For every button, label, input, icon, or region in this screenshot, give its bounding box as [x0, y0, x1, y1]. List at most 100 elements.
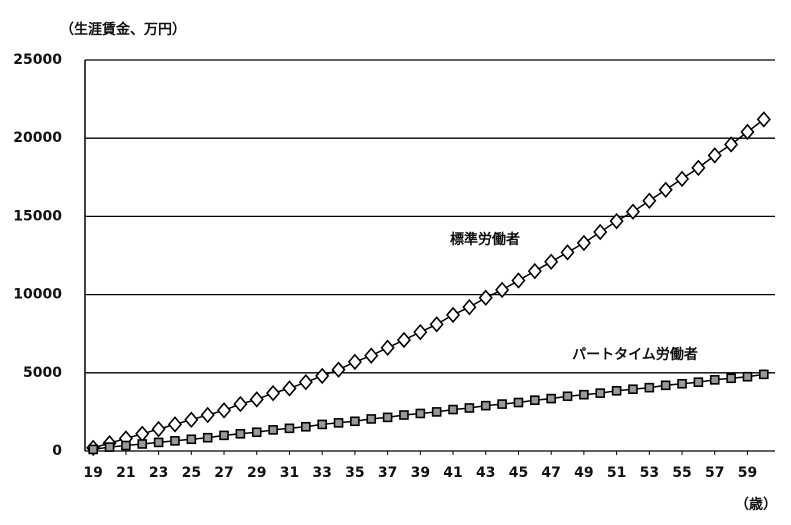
marker: [546, 393, 556, 404]
x-tick-label: 31: [280, 465, 299, 481]
marker: [186, 434, 197, 445]
marker: [544, 253, 559, 270]
marker: [726, 373, 736, 384]
x-tick-label: 51: [607, 465, 626, 481]
marker: [677, 378, 687, 389]
marker: [576, 234, 591, 252]
marker: [480, 400, 491, 411]
marker: [742, 371, 753, 382]
marker: [560, 244, 575, 261]
marker: [202, 432, 213, 443]
marker: [445, 306, 461, 324]
marker: [628, 384, 638, 395]
marker: [301, 421, 311, 432]
marker: [527, 262, 542, 280]
marker: [709, 375, 720, 385]
marker: [511, 272, 526, 289]
marker: [137, 439, 148, 449]
marker: [462, 298, 477, 316]
marker: [200, 406, 215, 424]
marker: [153, 437, 164, 448]
marker: [216, 402, 232, 419]
marker: [366, 414, 377, 424]
marker: [399, 410, 409, 420]
x-tick-label: 25: [182, 465, 201, 481]
marker: [233, 395, 248, 413]
x-tick-label: 59: [738, 465, 757, 481]
marker: [562, 391, 573, 402]
marker: [167, 416, 183, 433]
series-label: パートタイム労働者: [572, 346, 698, 363]
x-tick-label: 27: [214, 465, 233, 481]
marker: [382, 412, 393, 423]
marker: [88, 444, 98, 455]
x-tick-label: 21: [116, 465, 135, 481]
marker: [317, 419, 327, 430]
x-tick-label: 39: [411, 465, 430, 481]
x-axis-label: （歳）: [735, 496, 777, 513]
marker: [691, 159, 706, 177]
marker: [707, 147, 722, 164]
marker: [448, 404, 458, 415]
x-tick-label: 55: [672, 465, 691, 481]
marker: [579, 389, 589, 400]
x-tick-label: 19: [83, 465, 102, 481]
series-line: [92, 118, 765, 449]
x-tick-label: 43: [476, 465, 495, 481]
marker: [595, 388, 606, 398]
marker: [756, 111, 771, 128]
marker: [642, 192, 657, 209]
marker: [724, 136, 739, 153]
marker: [740, 123, 755, 141]
marker: [284, 423, 295, 434]
series-label: 標準労働者: [450, 231, 520, 248]
marker: [282, 380, 297, 397]
marker: [268, 425, 278, 435]
x-tick-label: 49: [574, 465, 593, 481]
x-tick-label: 35: [345, 465, 364, 481]
marker: [658, 181, 673, 199]
marker: [609, 212, 624, 230]
marker: [104, 442, 115, 452]
marker: [151, 420, 166, 438]
marker: [644, 382, 655, 393]
x-tick-label: 33: [312, 465, 331, 481]
marker: [611, 385, 622, 396]
marker: [396, 331, 412, 349]
marker: [513, 397, 524, 408]
x-tick-label: 29: [247, 465, 266, 481]
marker: [759, 369, 769, 380]
marker: [235, 428, 246, 439]
marker: [170, 436, 180, 446]
marker: [350, 416, 360, 427]
y-tick-label: 0: [52, 443, 62, 459]
x-tick-label: 23: [149, 465, 168, 481]
marker: [431, 407, 442, 417]
marker: [251, 427, 262, 438]
marker: [429, 316, 444, 333]
x-tick-label: 45: [509, 465, 528, 481]
y-tick-label: 15000: [13, 208, 62, 224]
y-tick-label: 20000: [13, 130, 62, 146]
marker: [380, 339, 395, 357]
marker: [693, 377, 704, 387]
marker: [478, 289, 493, 306]
marker: [219, 430, 229, 441]
marker: [184, 411, 199, 428]
marker: [495, 281, 510, 299]
y-tick-label: 10000: [13, 287, 62, 303]
marker: [315, 367, 330, 385]
marker: [497, 399, 507, 409]
y-tick-label: 5000: [23, 365, 62, 381]
marker: [464, 403, 475, 413]
marker: [121, 440, 131, 451]
marker: [266, 384, 281, 402]
y-axis-label: （生涯賃金、万円）: [60, 21, 186, 38]
marker: [364, 347, 379, 364]
marker: [413, 323, 428, 341]
x-tick-label: 47: [541, 465, 560, 481]
marker: [298, 373, 313, 391]
marker: [331, 361, 346, 378]
marker: [347, 353, 362, 371]
marker: [674, 170, 690, 188]
